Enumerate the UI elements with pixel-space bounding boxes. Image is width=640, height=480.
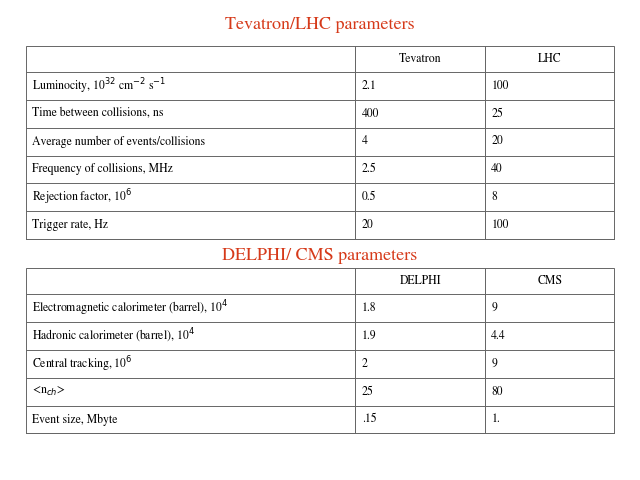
Text: Electromagnetic calorimeter (barrel), 10$^{4}$: Electromagnetic calorimeter (barrel), 10… [32,299,228,318]
Text: 400: 400 [362,108,379,120]
Text: 2.1: 2.1 [362,80,376,92]
Text: Tevatron: Tevatron [399,53,442,65]
Text: Frequency of collisions, MHz: Frequency of collisions, MHz [32,164,173,176]
Text: 2: 2 [362,358,368,370]
Text: <n$_{ch}$>: <n$_{ch}$> [32,385,65,398]
Text: 100: 100 [492,80,509,92]
Text: LHC: LHC [538,53,561,65]
Text: 4.4: 4.4 [492,330,506,342]
Text: Luminocity, 10$^{32}$ cm$^{-2}$ s$^{-1}$: Luminocity, 10$^{32}$ cm$^{-2}$ s$^{-1}$ [32,76,166,96]
Text: 2.5: 2.5 [362,164,376,175]
Text: .15: .15 [362,414,376,425]
Text: 9: 9 [492,358,497,370]
Text: Central tracking, 10$^{6}$: Central tracking, 10$^{6}$ [32,354,132,373]
Text: Average number of events/collisions: Average number of events/collisions [32,135,205,148]
Text: Tevatron/LHC parameters: Tevatron/LHC parameters [225,17,415,33]
Text: 0.5: 0.5 [362,192,376,203]
Text: DELPHI: DELPHI [399,275,441,287]
Bar [26,268,614,433]
Text: 1.: 1. [492,414,500,425]
Text: 4: 4 [362,136,367,147]
Text: CMS: CMS [537,275,562,287]
Text: 80: 80 [492,386,503,397]
Text: 20: 20 [362,219,374,231]
Text: 100: 100 [492,219,509,231]
Text: Event size, Mbyte: Event size, Mbyte [32,413,117,426]
Text: 1.9: 1.9 [362,330,376,342]
Text: Time between collisions, ns: Time between collisions, ns [32,108,163,120]
Text: 25: 25 [362,386,374,397]
Text: Rejection factor, 10$^{6}$: Rejection factor, 10$^{6}$ [32,188,132,207]
Text: 25: 25 [492,108,503,120]
Text: 8: 8 [492,192,497,203]
Text: DELPHI/ CMS parameters: DELPHI/ CMS parameters [222,248,418,264]
Text: Trigger rate, Hz: Trigger rate, Hz [32,219,108,231]
Bar [26,46,614,239]
Text: 9: 9 [492,302,497,314]
Text: 20: 20 [492,136,503,147]
Text: 1.8: 1.8 [362,302,376,314]
Text: Hadronic calorimeter (barrel), 10$^{4}$: Hadronic calorimeter (barrel), 10$^{4}$ [32,327,195,345]
Text: 40: 40 [492,164,503,175]
